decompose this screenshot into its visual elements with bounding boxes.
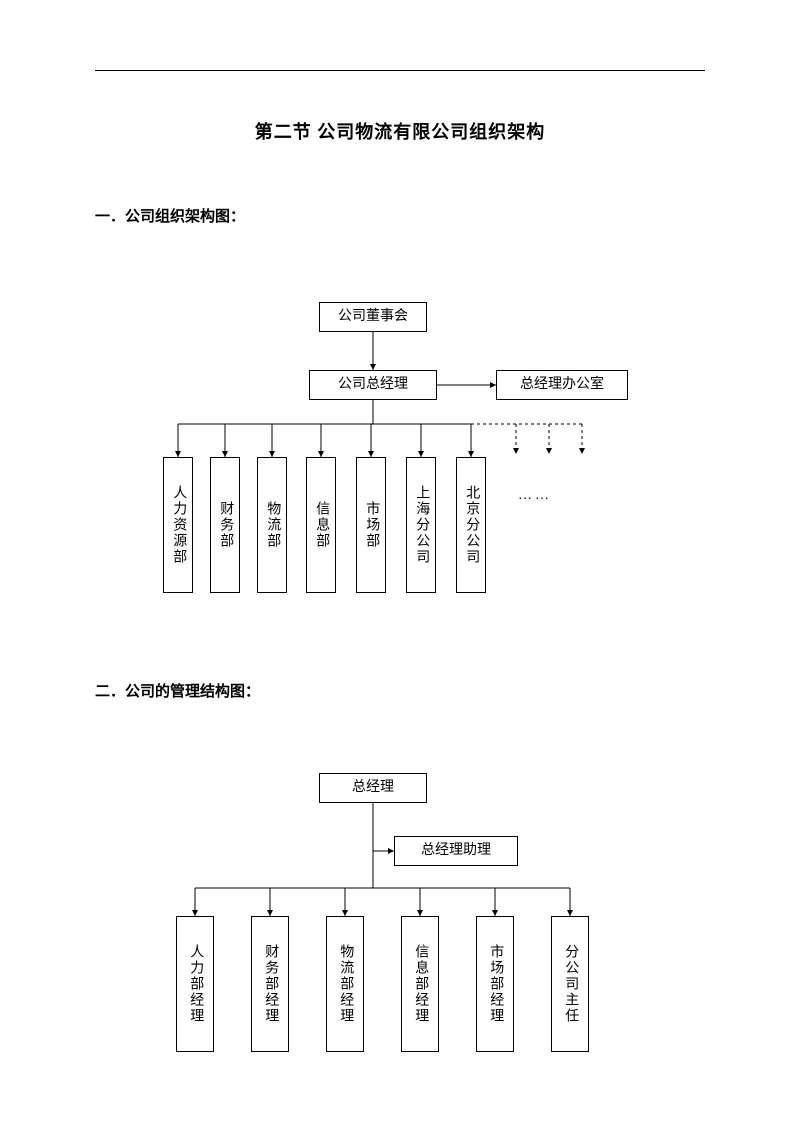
node-info2: 信息部经理 (401, 916, 439, 1052)
node-mkt: 市场部 (356, 457, 386, 593)
node-fin: 财务部 (210, 457, 240, 593)
node-gm: 公司总经理 (309, 370, 437, 400)
node-branch: 分公司主任 (551, 916, 589, 1052)
node-sh: 上海分公司 (406, 457, 436, 593)
node-log2: 物流部经理 (326, 916, 364, 1052)
node-bj: 北京分公司 (456, 457, 486, 593)
node-asst: 总经理助理 (394, 836, 518, 866)
node-hr2: 人力部经理 (176, 916, 214, 1052)
section1-heading: 一．公司组织架构图： (95, 205, 245, 226)
page-title: 第二节 公司物流有限公司组织架构 (0, 118, 800, 144)
node-hr: 人力资源部 (163, 457, 193, 593)
node-log: 物流部 (257, 457, 287, 593)
node-info: 信息部 (306, 457, 336, 593)
ellipsis: …… (518, 488, 552, 504)
page: 第二节 公司物流有限公司组织架构 一．公司组织架构图： 公司董事会 公司总经理 … (0, 0, 800, 1132)
node-gm-office: 总经理办公室 (496, 370, 628, 400)
node-mkt2: 市场部经理 (476, 916, 514, 1052)
mgmt-chart-lines (0, 0, 800, 1132)
node-board: 公司董事会 (319, 302, 427, 332)
node-gm2: 总经理 (319, 773, 427, 803)
section2-heading: 二．公司的管理结构图： (95, 680, 260, 701)
header-rule (95, 70, 705, 71)
node-fin2: 财务部经理 (251, 916, 289, 1052)
